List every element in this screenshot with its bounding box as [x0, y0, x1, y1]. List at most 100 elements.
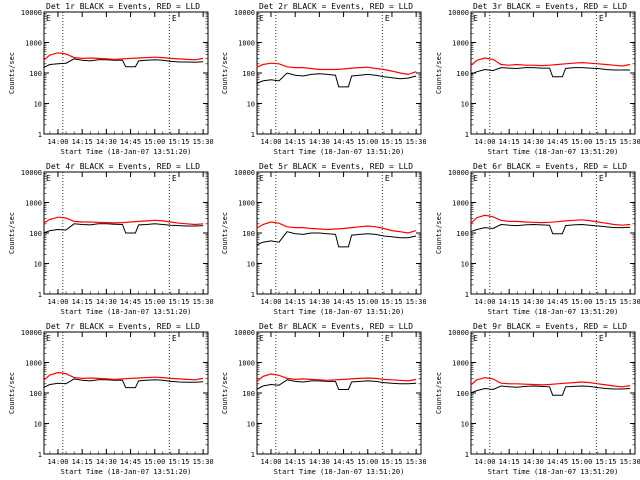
- x-axis-label: Start Time (18-Jan-07 13:51:20): [274, 148, 405, 156]
- x-tick-label: 15:30: [620, 298, 640, 306]
- plot-frame: [256, 331, 422, 455]
- y-tick-label: 1000: [238, 360, 255, 368]
- y-tick-label: 1: [465, 451, 469, 459]
- y-axis-label: Counts/sec: [221, 52, 229, 94]
- chart-title: Det 7r BLACK = Events, RED = LLD: [46, 322, 200, 331]
- x-tick-label: 14:00: [260, 298, 281, 306]
- detector-chart-3: Det 3r BLACK = Events, RED = LLD 1 10 100 10…: [435, 2, 640, 156]
- flare-marker: E: [46, 334, 51, 343]
- x-tick-label: 15:15: [595, 298, 616, 306]
- y-tick-label: 100: [29, 230, 42, 238]
- y-axis-label: Counts/sec: [221, 212, 229, 254]
- flare-marker: E: [473, 14, 478, 23]
- plot-frame: [470, 331, 636, 455]
- detector-chart-4: Det 4r BLACK = Events, RED = LLD 1 10 100 10…: [8, 162, 213, 316]
- plot-frame: [256, 11, 422, 135]
- y-tick-label: 1: [251, 291, 255, 299]
- y-tick-label: 10000: [448, 329, 469, 337]
- y-tick-label: 1: [465, 291, 469, 299]
- x-tick-label: 14:45: [120, 298, 141, 306]
- chart-title: Det 1r BLACK = Events, RED = LLD: [46, 2, 200, 11]
- x-tick-label: 15:00: [357, 138, 378, 146]
- y-tick-label: 100: [242, 390, 255, 398]
- y-tick-label: 1000: [452, 200, 469, 208]
- x-tick-label: 15:00: [571, 298, 592, 306]
- x-axis-label: Start Time (18-Jan-07 13:51:20): [274, 468, 405, 476]
- flare-marker: E: [259, 334, 264, 343]
- x-tick-label: 14:15: [72, 138, 93, 146]
- x-tick-label: 14:45: [120, 138, 141, 146]
- y-tick-label: 1000: [25, 200, 42, 208]
- y-tick-label: 10: [247, 101, 255, 109]
- y-tick-label: 10: [34, 261, 42, 269]
- events-series-line: [470, 67, 631, 78]
- y-tick-label: 10: [247, 261, 255, 269]
- plot-frame: [256, 171, 422, 295]
- x-tick-label: 14:00: [260, 138, 281, 146]
- flare-marker: E: [599, 174, 604, 183]
- x-tick-label: 14:30: [96, 458, 117, 466]
- x-tick-label: 14:00: [47, 298, 68, 306]
- lld-series-line: [470, 376, 631, 388]
- y-tick-label: 100: [242, 70, 255, 78]
- x-tick-label: 14:00: [474, 138, 495, 146]
- x-tick-label: 15:30: [193, 138, 213, 146]
- detector-chart-1: Det 1r BLACK = Events, RED = LLD 1 10 100 10…: [8, 2, 213, 156]
- flare-marker: E: [46, 14, 51, 23]
- flare-marker: E: [385, 14, 390, 23]
- plot-frame: [470, 171, 636, 295]
- x-tick-label: 15:30: [193, 298, 213, 306]
- y-tick-label: 1000: [25, 40, 42, 48]
- y-tick-label: 10000: [448, 9, 469, 17]
- x-axis-label: Start Time (18-Jan-07 13:51:20): [61, 148, 192, 156]
- flare-marker: E: [385, 334, 390, 343]
- events-series-line: [470, 385, 631, 396]
- y-tick-label: 100: [456, 70, 469, 78]
- x-tick-label: 14:45: [333, 138, 354, 146]
- y-tick-label: 10000: [234, 9, 255, 17]
- chart-title: Det 6r BLACK = Events, RED = LLD: [473, 162, 627, 171]
- y-tick-label: 10: [34, 101, 42, 109]
- x-tick-label: 15:00: [571, 138, 592, 146]
- x-tick-label: 15:00: [571, 458, 592, 466]
- x-tick-label: 15:15: [595, 138, 616, 146]
- events-series-line: [43, 58, 204, 69]
- x-axis-label: Start Time (18-Jan-07 13:51:20): [488, 308, 619, 316]
- detector-chart-9: Det 9r BLACK = Events, RED = LLD 1 10 100 10…: [435, 322, 640, 476]
- y-tick-label: 1: [251, 451, 255, 459]
- flare-marker: E: [599, 334, 604, 343]
- chart-title: Det 5r BLACK = Events, RED = LLD: [259, 162, 413, 171]
- x-tick-label: 14:30: [309, 458, 330, 466]
- x-tick-label: 14:15: [499, 458, 520, 466]
- x-tick-label: 14:30: [309, 298, 330, 306]
- y-tick-label: 100: [456, 390, 469, 398]
- x-tick-label: 15:30: [620, 458, 640, 466]
- lld-series-line: [256, 373, 417, 383]
- x-tick-label: 14:15: [285, 138, 306, 146]
- detector-chart-7: Det 7r BLACK = Events, RED = LLD 1 10 100 10…: [8, 322, 213, 476]
- y-axis-label: Counts/sec: [8, 372, 16, 414]
- detector-chart-6: Det 6r BLACK = Events, RED = LLD 1 10 100 10…: [435, 162, 640, 316]
- x-tick-label: 14:00: [474, 458, 495, 466]
- y-axis-label: Counts/sec: [435, 212, 443, 254]
- events-series-line: [256, 379, 417, 390]
- lld-series-line: [470, 57, 631, 67]
- plot-frame: [43, 11, 209, 135]
- x-tick-label: 14:15: [285, 458, 306, 466]
- x-axis-label: Start Time (18-Jan-07 13:51:20): [274, 308, 405, 316]
- x-tick-label: 15:15: [381, 138, 402, 146]
- y-tick-label: 100: [242, 230, 255, 238]
- flare-marker: E: [46, 174, 51, 183]
- y-tick-label: 10000: [448, 169, 469, 177]
- events-series-line: [470, 223, 631, 235]
- lld-series-line: [43, 371, 204, 381]
- x-tick-label: 15:00: [144, 298, 165, 306]
- x-tick-label: 14:30: [523, 138, 544, 146]
- flare-marker: E: [259, 14, 264, 23]
- plot-frame: [43, 331, 209, 455]
- detector-chart-2: Det 2r BLACK = Events, RED = LLD 1 10 100 10…: [221, 2, 426, 156]
- detector-chart-5: Det 5r BLACK = Events, RED = LLD 1 10 100 10…: [221, 162, 426, 316]
- x-tick-label: 14:15: [499, 138, 520, 146]
- flare-marker: E: [599, 14, 604, 23]
- x-tick-label: 14:15: [72, 458, 93, 466]
